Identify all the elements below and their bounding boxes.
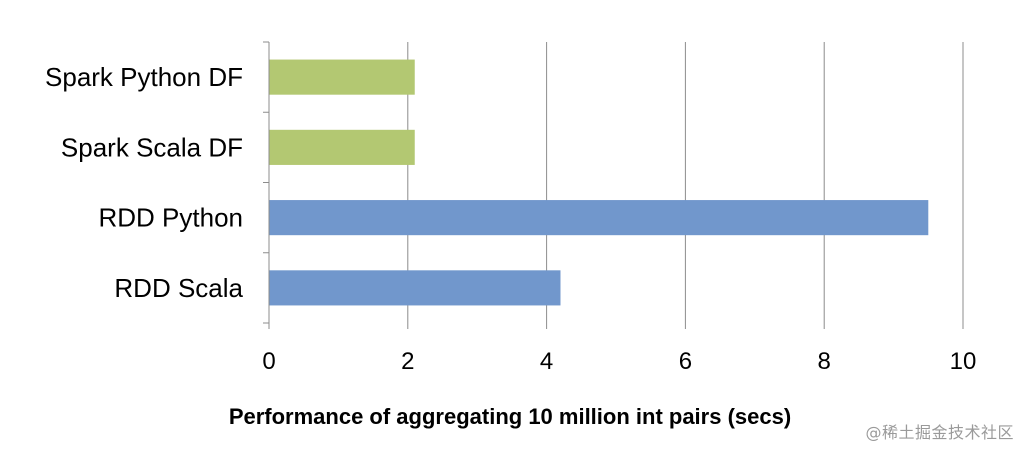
x-tick-label: 4: [540, 348, 553, 375]
bar-rdd-scala: [269, 270, 561, 306]
category-labels: Spark Python DF Spark Scala DF RDD Python R…: [45, 62, 244, 303]
x-tick-label: 8: [818, 348, 831, 375]
watermark: @稀土掘金技术社区: [865, 423, 1014, 442]
x-tick-label: 10: [950, 348, 977, 375]
category-label: Spark Python DF: [45, 62, 243, 92]
category-label: Spark Scala DF: [61, 132, 243, 162]
x-axis-title: Performance of aggregating 10 million in…: [229, 404, 791, 429]
bar-spark-scala-df: [269, 129, 415, 165]
x-tick-labels: 0 2 4 6 8 10: [262, 348, 976, 375]
bars: [269, 59, 929, 306]
category-label: RDD Python: [99, 203, 244, 233]
bar-spark-python-df: [269, 59, 415, 95]
axes: [263, 41, 964, 329]
bar-rdd-python: [269, 200, 929, 236]
x-tick-label: 6: [679, 348, 692, 375]
x-tick-label: 2: [401, 348, 414, 375]
category-label: RDD Scala: [114, 273, 243, 303]
x-tick-label: 0: [262, 348, 275, 375]
